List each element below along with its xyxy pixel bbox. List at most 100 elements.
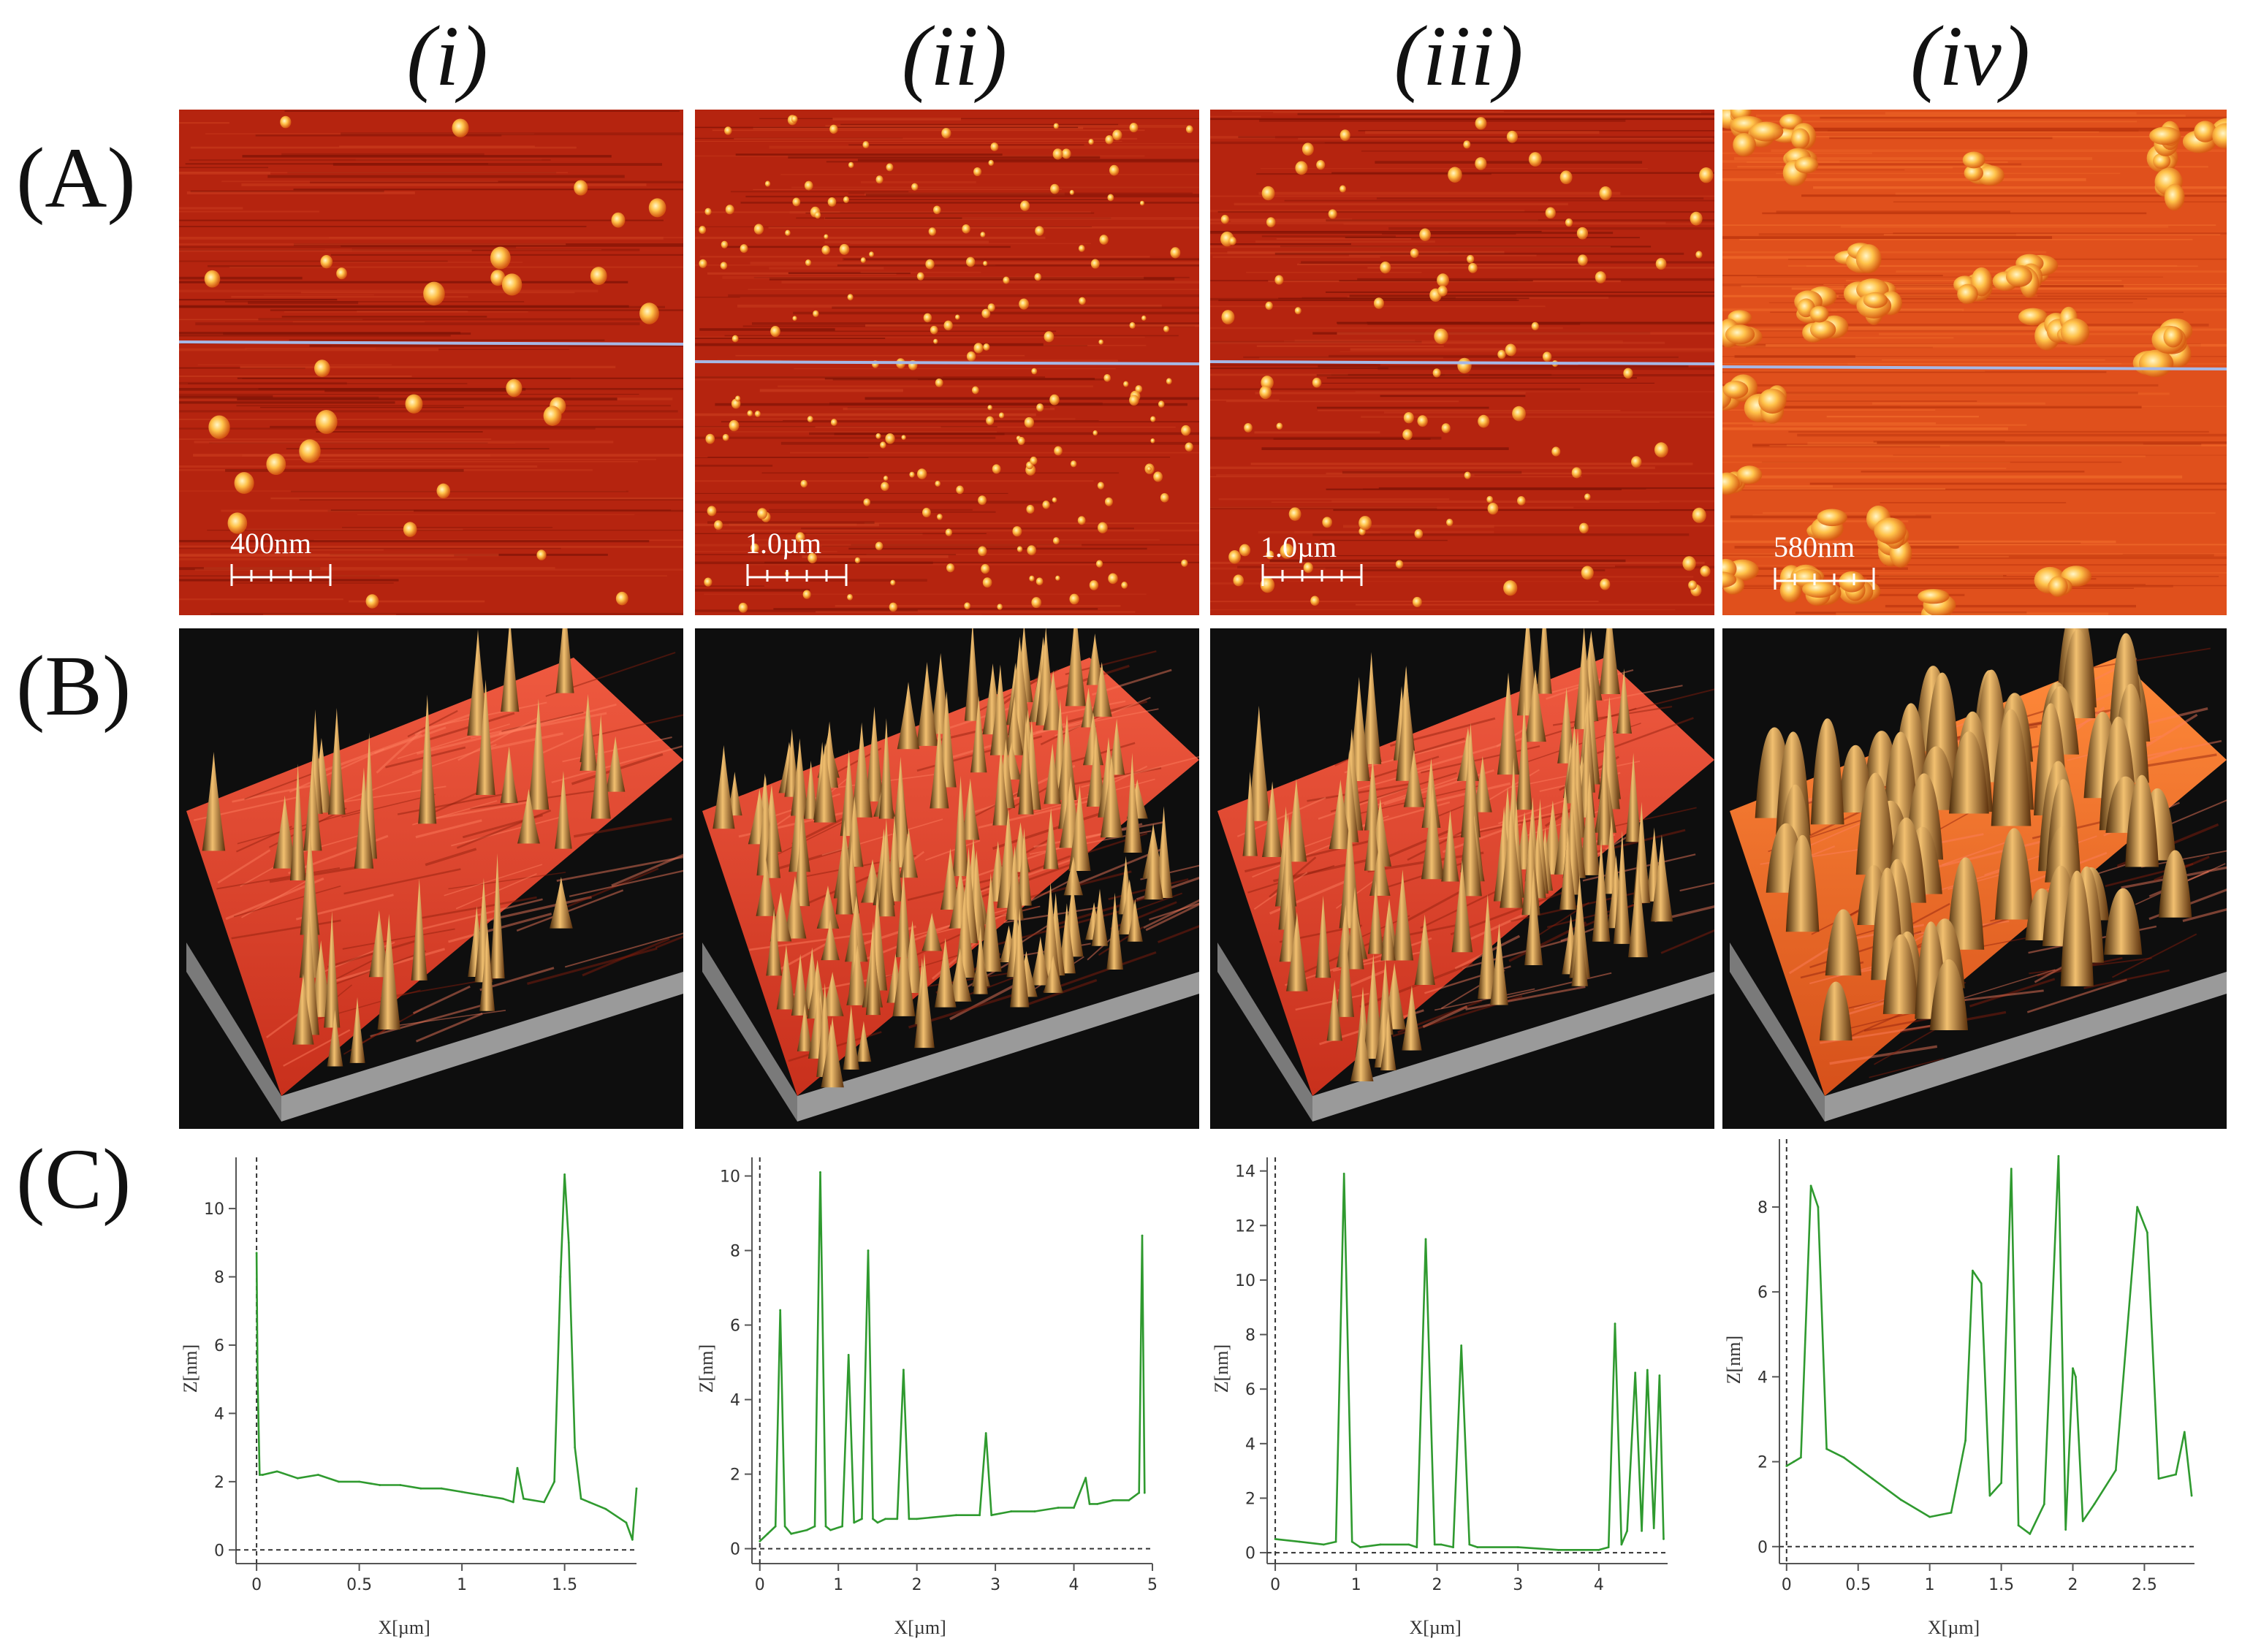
profile-point (1871, 1477, 1874, 1480)
profile-point (1033, 1510, 1036, 1512)
column-label-iv: (iv) (1910, 8, 2030, 104)
x-tick-label: 0 (1270, 1576, 1280, 1594)
profile-point (896, 1518, 899, 1520)
x-tick-label: 1 (833, 1576, 843, 1594)
profile-point (1641, 1529, 1643, 1532)
profile-point (440, 1487, 443, 1490)
profile-point (2136, 1206, 2139, 1208)
x-tick-label: 1 (1351, 1576, 1361, 1594)
y-tick-label: 4 (730, 1392, 740, 1410)
profile-point (2175, 1473, 2177, 1476)
profile-point (2146, 1231, 2148, 1234)
profile-point (1010, 1510, 1012, 1512)
y-tick-label: 12 (1235, 1217, 1255, 1236)
y-tick-label: 0 (1245, 1545, 1255, 1563)
profile-point (1057, 1507, 1060, 1509)
profile-point (1614, 1322, 1616, 1325)
profile-point (338, 1480, 340, 1483)
profile-point (1900, 1499, 1902, 1501)
y-tick-label: 2 (1758, 1454, 1768, 1472)
profile-point (358, 1480, 361, 1483)
profile-point (1342, 1172, 1345, 1175)
profile-point (1298, 1540, 1301, 1543)
profile-point (635, 1487, 638, 1490)
profile-point (580, 1497, 582, 1500)
x-tick-label: 4 (1069, 1576, 1079, 1594)
column-label-ii: (ii) (901, 8, 1008, 104)
x-tick-label: 1.5 (552, 1576, 577, 1594)
x-tick-label: 0.5 (1845, 1576, 1871, 1594)
y-tick-label: 2 (730, 1466, 740, 1485)
height-profile-line (1786, 1154, 2193, 1535)
x-tick-label: 1 (1925, 1576, 1935, 1594)
y-tick-label: 6 (730, 1317, 740, 1336)
profile-point (2190, 1494, 2193, 1497)
y-tick-label: 2 (214, 1474, 224, 1492)
profile-point (317, 1474, 319, 1476)
profile-point (847, 1353, 850, 1356)
x-axis-label: X[µm] (379, 1617, 430, 1638)
scale-bar-label-ii: 1.0µm (745, 527, 822, 560)
profile-point (954, 1514, 957, 1517)
profile-point (559, 1276, 562, 1278)
profile-point (1424, 1238, 1427, 1241)
profile-point (779, 1309, 782, 1312)
profile-point (861, 1518, 863, 1520)
x-tick-label: 2.5 (2132, 1576, 2157, 1594)
profile-point (2114, 1469, 2117, 1472)
profile-point (783, 1525, 786, 1528)
profile-point (908, 1518, 911, 1520)
height-profile-chart-ii: 0 2 4 6 8 10 0 1 2 3 4 5 X[µm] Z[nm] (695, 1147, 1163, 1644)
profile-point (978, 1514, 981, 1517)
profile-point (872, 1518, 874, 1520)
x-tick-label: 2 (912, 1576, 922, 1594)
profile-point (625, 1521, 628, 1524)
y-tick-label: 14 (1235, 1163, 1255, 1181)
profile-point (522, 1497, 525, 1500)
profile-point (2093, 1503, 2096, 1506)
x-axis-label: X[µm] (1928, 1617, 1980, 1638)
y-tick-label: 8 (730, 1243, 740, 1261)
y-tick-label: 10 (720, 1168, 740, 1187)
profile-point (1088, 1502, 1091, 1505)
profile-point (1607, 1546, 1610, 1549)
profile-point (543, 1501, 545, 1504)
profile-point (1557, 1548, 1559, 1551)
y-tick-label: 6 (1245, 1381, 1255, 1399)
profile-point (399, 1484, 402, 1486)
x-axis-label: X[µm] (894, 1617, 946, 1638)
profile-point (1460, 1344, 1463, 1347)
scale-bar-label-i: 400nm (230, 527, 312, 560)
afm-2d-panel-iv (1722, 110, 2227, 615)
profile-point (1658, 1374, 1661, 1377)
y-axis-label: Z[nm] (1211, 1344, 1232, 1393)
profile-point (1141, 1234, 1144, 1237)
profile-point (516, 1466, 519, 1469)
y-tick-label: 6 (1758, 1284, 1768, 1302)
profile-point (1084, 1477, 1087, 1480)
height-profile-chart-iii: 0 2 4 6 8 10 12 14 0 1 2 3 4 X[µm] Z[nm] (1210, 1147, 1678, 1644)
profile-point (1476, 1546, 1479, 1549)
y-tick-label: 8 (1245, 1327, 1255, 1345)
profile-point (1358, 1546, 1361, 1549)
profile-point (1407, 1543, 1410, 1546)
profile-point (2057, 1154, 2060, 1157)
profile-point (567, 1241, 570, 1244)
x-tick-label: 0 (1782, 1576, 1792, 1594)
profile-point (1452, 1546, 1455, 1549)
profile-point (767, 1532, 769, 1535)
profile-point (2081, 1520, 2084, 1523)
profile-point (2029, 1532, 2032, 1535)
profile-point (1928, 1515, 1931, 1518)
profile-point (1433, 1543, 1436, 1546)
profile-point (1112, 1499, 1114, 1501)
profile-point (1817, 1206, 1820, 1208)
x-tick-label: 2 (2068, 1576, 2078, 1594)
y-tick-label: 0 (730, 1541, 740, 1559)
scale-bar-label-iv: 580nm (1774, 530, 1855, 563)
profile-point (262, 1474, 264, 1476)
y-tick-label: 4 (1758, 1369, 1768, 1387)
profile-point (902, 1369, 905, 1371)
profile-point (2010, 1168, 2013, 1171)
